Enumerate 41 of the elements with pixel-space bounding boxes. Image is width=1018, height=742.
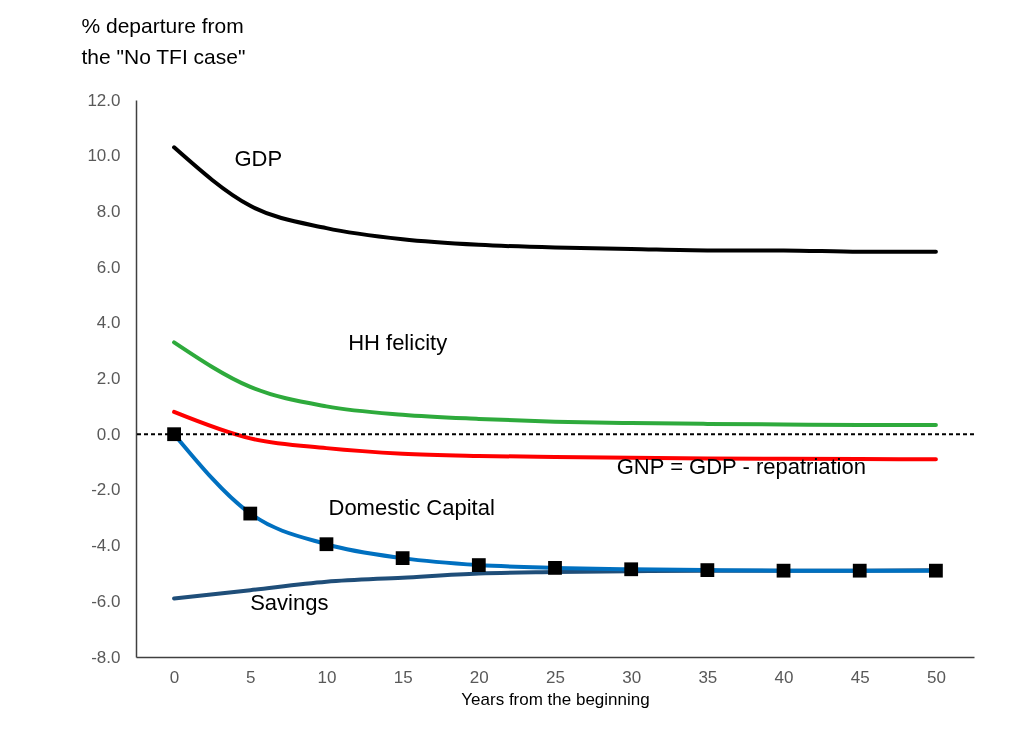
x-tick-label: 25: [546, 667, 565, 687]
point: [624, 562, 639, 577]
y-tick-label: 0.0: [96, 424, 121, 444]
x-tick-label: 0: [169, 667, 180, 687]
series-label: GDP: [234, 145, 283, 171]
text: HH felicity: [348, 329, 448, 355]
x-tick-label: 10: [317, 667, 337, 687]
x-tick-label: 45: [850, 667, 870, 687]
x-tick-label: 30: [622, 667, 642, 687]
y-tick-label: -8.0: [91, 647, 121, 667]
y-axis-title: % departure from the "No TFI case": [81, 13, 246, 68]
point: [167, 427, 181, 442]
line-series: [172, 145, 938, 254]
y-tick-label: 10.0: [87, 146, 121, 166]
y-tick-label: 4.0: [96, 313, 121, 333]
y-tick-label: 8.0: [96, 201, 121, 221]
point: [852, 563, 867, 578]
point: [471, 558, 486, 572]
series-label: Domestic Capital: [328, 495, 495, 521]
series-label: GNP = GDP - repatriation: [616, 454, 866, 480]
series-label: Savings: [250, 590, 329, 616]
x-tick-label: 35: [698, 667, 718, 687]
y-tick-label: 2.0: [96, 369, 121, 388]
point: [548, 560, 562, 575]
x-axis-title: Years from the beginning: [461, 689, 650, 709]
y-tick-label: 6.0: [96, 257, 121, 277]
y-tick-label: 12.0: [87, 90, 121, 110]
y-tick-label: -6.0: [91, 591, 121, 611]
x-tick-label: 40: [774, 667, 794, 687]
y-tick-label: -2.0: [91, 480, 121, 500]
x-tick-label: 20: [469, 667, 489, 687]
x-tick-label: 50: [926, 667, 946, 687]
point: [929, 563, 943, 578]
point: [395, 551, 410, 566]
y-tick-label: -4.0: [91, 536, 121, 556]
x-tick-label: 15: [393, 667, 413, 687]
point: [319, 537, 334, 552]
x-tick-label: 5: [246, 667, 256, 687]
point: [700, 563, 715, 577]
point: [243, 506, 258, 521]
point: [776, 563, 791, 578]
